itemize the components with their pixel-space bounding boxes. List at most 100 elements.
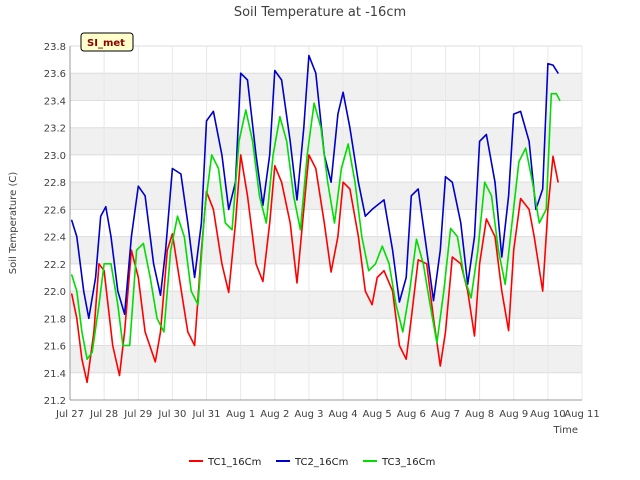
data-point [274,69,276,72]
data-point [357,236,360,238]
data-point [439,365,441,367]
data-point [76,290,78,292]
data-point [391,249,394,251]
data-point [501,290,503,292]
data-point [224,222,226,224]
data-point [246,195,249,197]
x-tick-label: Aug 7 [431,409,460,420]
data-point [98,304,100,306]
data-point [497,249,499,251]
data-point [451,256,453,258]
data-point [552,155,554,157]
data-point [110,236,112,238]
data-point [269,222,271,224]
data-point [557,181,559,183]
data-point [449,227,452,230]
y-tick-label: 23.0 [44,151,66,162]
data-point [142,242,144,245]
grid-band [70,345,582,373]
series-points-TC2_16Cm [71,54,559,319]
data-point [103,263,105,265]
data-point [376,276,378,279]
data-point [417,259,419,261]
data-point [504,283,506,285]
y-tick-label: 23.8 [44,42,66,53]
data-point [193,344,196,347]
data-point [228,208,230,210]
data-point [364,290,366,292]
y-tick-label: 21.8 [44,314,66,325]
data-point [166,249,168,251]
data-point [289,140,291,142]
data-point [122,344,124,347]
data-point [439,249,441,251]
data-point [144,331,146,333]
x-tick-label: Aug 10 [530,409,565,420]
data-point [205,120,208,122]
data-point [444,331,447,333]
data-point [444,176,447,178]
x-tick-label: Jul 27 [55,409,84,420]
data-point [171,167,173,170]
data-point [117,304,119,306]
data-point [129,344,131,347]
data-point [159,294,162,296]
data-point [171,233,173,235]
data-point [110,263,112,265]
data-point [398,301,400,303]
series-line-TC2_16Cm [70,54,559,320]
x-tick-label: Aug 11 [564,409,599,420]
data-point [490,195,493,197]
data-point [71,219,73,221]
data-point [432,300,435,302]
data-point [405,358,407,360]
data-point [354,181,356,183]
data-point [342,181,344,183]
data-point [221,263,223,265]
x-axis-label: Time [553,425,578,436]
data-point [176,215,179,217]
data-point [281,79,283,81]
data-point [262,280,264,283]
data-point [371,208,373,210]
data-point [231,229,233,231]
data-point [528,140,530,142]
data-point [538,222,540,224]
data-point [130,236,133,238]
data-point [81,358,83,360]
data-point [197,304,199,306]
data-point [415,238,418,240]
data-point [315,72,317,74]
data-point [368,270,370,272]
data-point [88,317,90,319]
data-point [159,331,162,333]
data-point [265,222,267,224]
data-point [86,358,88,360]
data-point [333,222,336,224]
grid-band [70,73,582,101]
data-point [105,206,107,208]
data-point [76,236,78,238]
data-point [149,276,151,279]
data-point [555,93,558,95]
data-point [292,195,295,197]
grid-bands [70,73,582,373]
data-point [479,140,481,142]
data-point [429,304,431,306]
data-point [484,181,486,183]
data-point [153,263,155,265]
data-point [542,188,544,190]
data-point [547,63,549,65]
data-point [124,313,126,315]
data-point [164,249,167,251]
x-tick-labels: Jul 27 Jul 28 Jul 29 Jul 30 Jul 31 Aug 1 Aug 2… [55,409,600,420]
data-point [513,249,515,251]
x-tick-label: Jul 28 [89,409,118,420]
data-point [374,263,377,265]
data-point [410,317,412,319]
data-point [154,361,156,363]
data-point [364,215,366,217]
data-point [255,154,257,156]
y-tick-label: 23.4 [44,96,66,107]
x-tick-label: Jul 30 [157,409,186,420]
